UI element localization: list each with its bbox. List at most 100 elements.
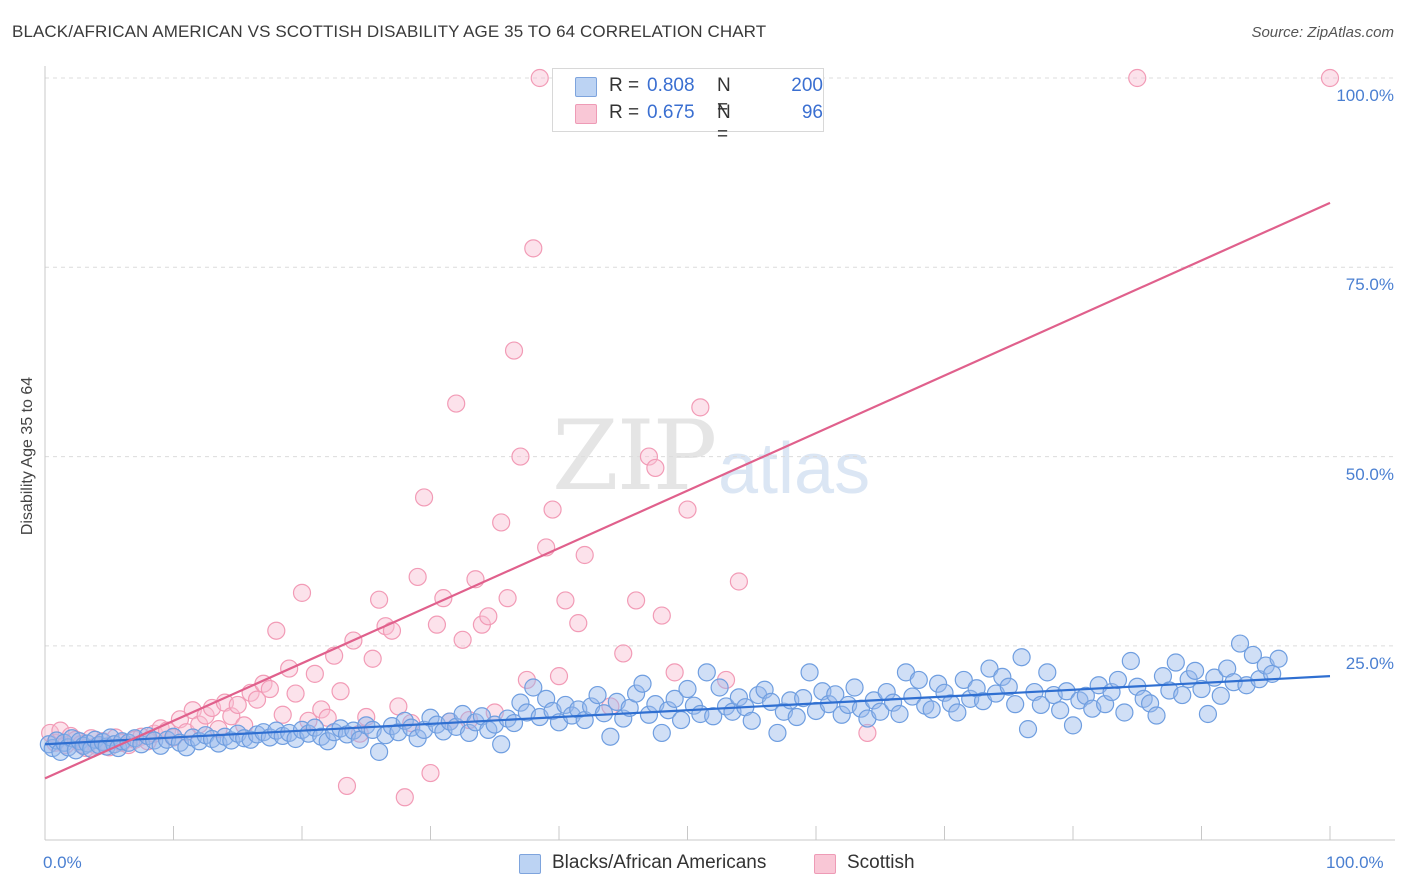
blacks-point: [305, 718, 324, 737]
scottish-point: [447, 394, 466, 413]
source-label: Source: ZipAtlas.com: [1251, 24, 1394, 41]
scottish-point: [273, 705, 292, 724]
blacks-point: [1018, 720, 1038, 739]
series-scottish-points: [41, 68, 1340, 807]
blacks-point: [678, 679, 697, 699]
blacks-point: [1051, 701, 1070, 720]
scottish-point: [363, 649, 382, 668]
scottish-point: [639, 447, 659, 466]
trend-line-scottish: [44, 201, 1331, 780]
scottish-point: [511, 447, 530, 466]
blacks-point: [787, 707, 806, 727]
blacks-point: [1269, 649, 1288, 668]
legend-n-value: 200: [791, 75, 823, 96]
scottish-point: [498, 589, 517, 608]
blacks-point: [768, 723, 787, 743]
blacks-point: [697, 663, 716, 682]
scottish-point: [370, 590, 389, 609]
trend-lines: [44, 201, 1331, 780]
scottish-point: [337, 776, 357, 796]
blacks-point: [890, 704, 909, 724]
scottish-point: [504, 341, 524, 360]
blacks-point: [980, 659, 999, 678]
blacks-point: [1166, 653, 1185, 672]
scottish-point: [575, 545, 594, 565]
scottish-point: [1128, 68, 1147, 88]
scottish-point: [222, 707, 241, 726]
scottish-point: [626, 591, 646, 610]
blacks-point: [742, 711, 761, 730]
scottish-point: [408, 567, 427, 587]
blacks-point: [794, 688, 813, 708]
scottish-point: [665, 663, 684, 682]
blacks-point: [1243, 645, 1263, 665]
blacks-point: [1230, 634, 1250, 653]
scottish-point: [678, 500, 697, 519]
scottish-point: [1320, 68, 1340, 88]
legend-r-label: R =: [609, 102, 640, 123]
blacks-point: [954, 670, 973, 690]
blacks-point: [1185, 661, 1205, 680]
blacks-point: [800, 663, 819, 682]
scottish-point: [492, 513, 511, 532]
scottish-point: [427, 615, 447, 634]
scottish-point: [395, 788, 414, 807]
blacks-point: [588, 685, 607, 705]
blacks-point: [993, 667, 1012, 687]
x-tick-label-min: 0.0%: [43, 853, 82, 872]
scottish-point: [260, 679, 279, 699]
bottom-legend-label-blue: Blacks/African Americans: [552, 852, 767, 873]
chart-title: BLACK/AFRICAN AMERICAN VS SCOTTISH DISAB…: [12, 22, 767, 41]
blacks-point: [652, 723, 671, 743]
bottom-legend-label-pink: Scottish: [847, 852, 915, 873]
blacks-point: [370, 742, 389, 761]
blacks-point: [671, 710, 691, 730]
legend-r-label: R =: [609, 75, 640, 96]
blacks-point: [639, 705, 659, 724]
scottish-point: [569, 614, 588, 633]
scottish-point: [530, 68, 549, 88]
blacks-point: [928, 674, 948, 693]
blacks-point: [1012, 648, 1031, 667]
scottish-point: [421, 763, 440, 783]
scottish-point: [614, 644, 633, 663]
blacks-point: [1108, 670, 1128, 690]
scottish-point: [305, 664, 324, 683]
scottish-point: [453, 630, 472, 649]
blacks-point: [729, 688, 749, 707]
blacks-point: [665, 689, 684, 708]
blacks-point: [459, 723, 479, 743]
scottish-point: [543, 500, 562, 519]
bottom-legend-swatch-pink: [814, 854, 836, 874]
scottish-point: [858, 723, 877, 743]
y-tick-label: 50.0%: [1345, 464, 1394, 484]
legend-n-label: N =: [717, 75, 731, 118]
blacks-point: [710, 678, 729, 697]
scottish-point: [286, 684, 305, 703]
blacks-point: [1115, 703, 1134, 722]
blacks-point: [1198, 704, 1218, 724]
blacks-point: [903, 687, 922, 706]
blacks-point: [524, 678, 543, 697]
blacks-point: [1006, 695, 1025, 714]
blacks-point: [421, 708, 440, 727]
scottish-point: [556, 591, 575, 610]
legend-swatch-blue: [575, 77, 597, 97]
watermark-zip: ZIP: [552, 400, 717, 512]
y-tick-label: 100.0%: [1336, 86, 1394, 105]
scottish-point: [549, 667, 569, 686]
trend-line-blacks: [44, 675, 1331, 746]
legend: R = 0.808 N = 200 R = 0.675 N = 96: [552, 68, 824, 145]
blacks-point: [492, 735, 511, 754]
scottish-point: [646, 458, 665, 478]
y-tick-label: 75.0%: [1345, 275, 1394, 295]
blacks-point: [1147, 706, 1166, 725]
scottish-point: [292, 583, 312, 602]
bottom-legend-swatch-blue: [519, 854, 541, 874]
blacks-point: [1063, 716, 1083, 735]
legend-n-value: 96: [801, 102, 823, 123]
scottish-point: [331, 682, 350, 701]
scottish-point: [716, 670, 736, 690]
blacks-point: [511, 693, 530, 712]
